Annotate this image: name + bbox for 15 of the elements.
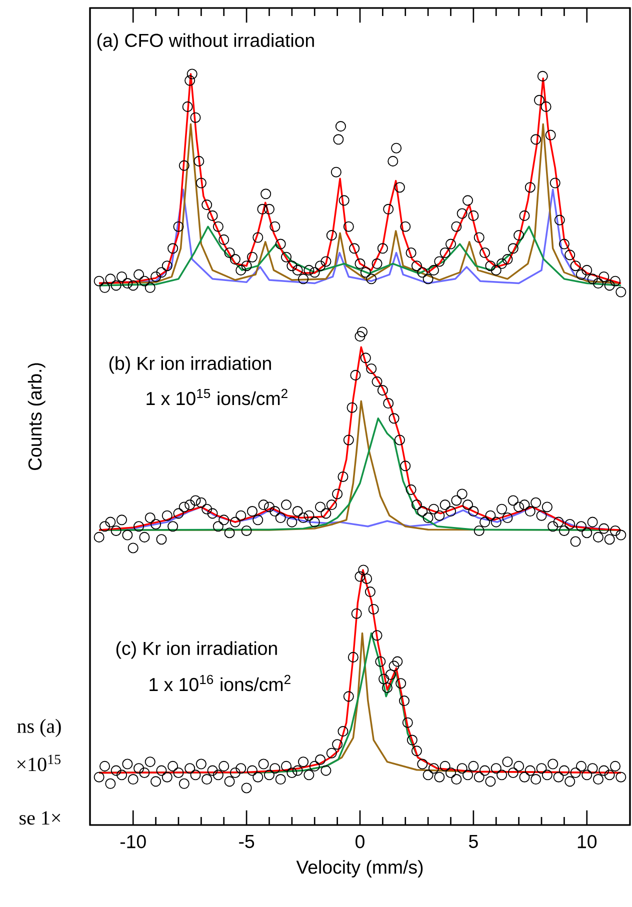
- x-axis-title: Velocity (mm/s): [296, 860, 423, 878]
- x-tick-label: 0: [356, 835, 364, 848]
- text: ns (a): [17, 718, 61, 738]
- x-tick-label: 5: [469, 835, 478, 848]
- chart-title: (a) CFO without irradiation: [97, 33, 314, 51]
- x-tick-label: -5: [239, 835, 254, 848]
- x-tick-label: 10: [578, 835, 597, 848]
- text: ×10$^{15}$: [17, 754, 61, 772]
- text: se 1×: [20, 811, 60, 825]
- text: 1 x 10$^{15}$ ions/cm$^{2}$: [146, 388, 288, 406]
- text: (b) Kr ion irradiation: [109, 356, 271, 374]
- text: 1 x 10$^{16}$ ions/cm$^{2}$: [150, 674, 290, 692]
- text: (c) Kr ion irradiation: [116, 641, 277, 659]
- x-tick-label: -10: [120, 835, 146, 848]
- y-axis-title: Counts (arb.): [28, 363, 46, 470]
